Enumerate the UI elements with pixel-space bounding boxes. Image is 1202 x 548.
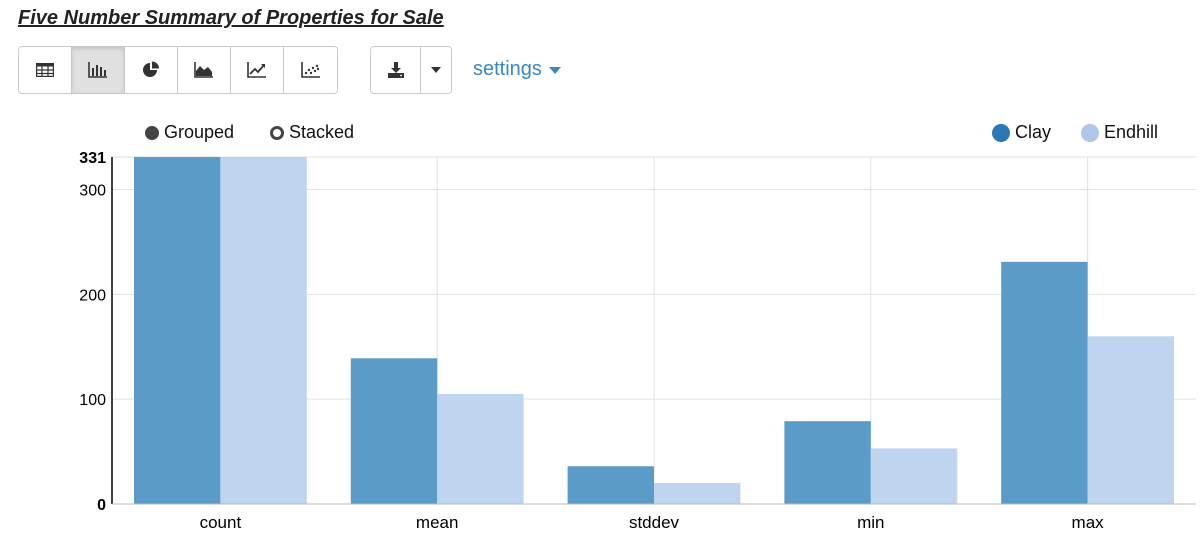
chart-title: Five Number Summary of Properties for Sa… (18, 7, 444, 29)
pie-chart-icon (143, 61, 159, 77)
y-tick-label: 0 (97, 497, 106, 514)
line-chart-view-button[interactable] (231, 47, 284, 93)
area-chart-view-button[interactable] (178, 47, 231, 93)
x-tick-label: min (857, 513, 884, 532)
radio-selected-icon (145, 125, 159, 140)
legend-label-endhill: Endhill (1104, 122, 1159, 142)
stacked-radio[interactable]: Stacked (270, 122, 354, 143)
x-tick-label: max (1072, 513, 1105, 532)
settings-dropdown[interactable]: settings (473, 58, 561, 81)
scatter-chart-view-button[interactable] (284, 47, 337, 93)
download-options-dropdown[interactable] (421, 47, 451, 93)
y-tick-label: 200 (79, 287, 106, 304)
legend-swatch-endhill (1081, 123, 1099, 142)
view-toolbar (18, 46, 338, 94)
radio-unselected-icon (270, 125, 284, 140)
caret-down-icon (548, 67, 561, 74)
bar-endhill-mean (437, 393, 524, 504)
pie-chart-view-button[interactable] (125, 47, 178, 93)
bar-clay-stddev (567, 466, 654, 504)
bar-endhill-min (870, 448, 958, 504)
download-toolbar (370, 46, 452, 94)
bar-endhill-stddev (654, 483, 741, 504)
y-tick-label: 100 (79, 392, 106, 409)
stacked-label: Stacked (289, 122, 355, 142)
y-tick-label: 300 (79, 182, 106, 199)
bar-clay-count (134, 157, 221, 504)
caret-down-icon (431, 67, 441, 73)
bar-endhill-max (1087, 336, 1174, 504)
legend-label-clay: Clay (1015, 122, 1052, 142)
bar-clay-min (784, 421, 871, 504)
download-button[interactable] (371, 47, 421, 93)
line-chart-icon (247, 62, 266, 78)
bar-clay-max (1001, 261, 1088, 504)
x-tick-label: stddev (629, 513, 680, 532)
settings-label: settings (473, 58, 542, 80)
download-icon (387, 62, 404, 78)
bar-endhill-count (220, 157, 307, 504)
x-tick-label: mean (416, 513, 459, 532)
bar-chart-view-button[interactable] (72, 47, 125, 93)
scatter-chart-icon (300, 62, 320, 78)
legend-swatch-clay (992, 123, 1010, 142)
legend-item-endhill[interactable]: Endhill (1081, 122, 1158, 143)
grouped-label: Grouped (164, 122, 235, 142)
table-icon (36, 63, 54, 77)
table-view-button[interactable] (19, 47, 72, 93)
area-chart-icon (194, 62, 213, 78)
x-tick-label: count (200, 513, 242, 532)
bar-clay-mean (350, 358, 438, 504)
legend-item-clay[interactable]: Clay (992, 122, 1051, 143)
y-tick-label: 331 (79, 150, 106, 167)
grouped-radio[interactable]: Grouped (145, 122, 234, 143)
bar-chart-icon (88, 62, 107, 78)
